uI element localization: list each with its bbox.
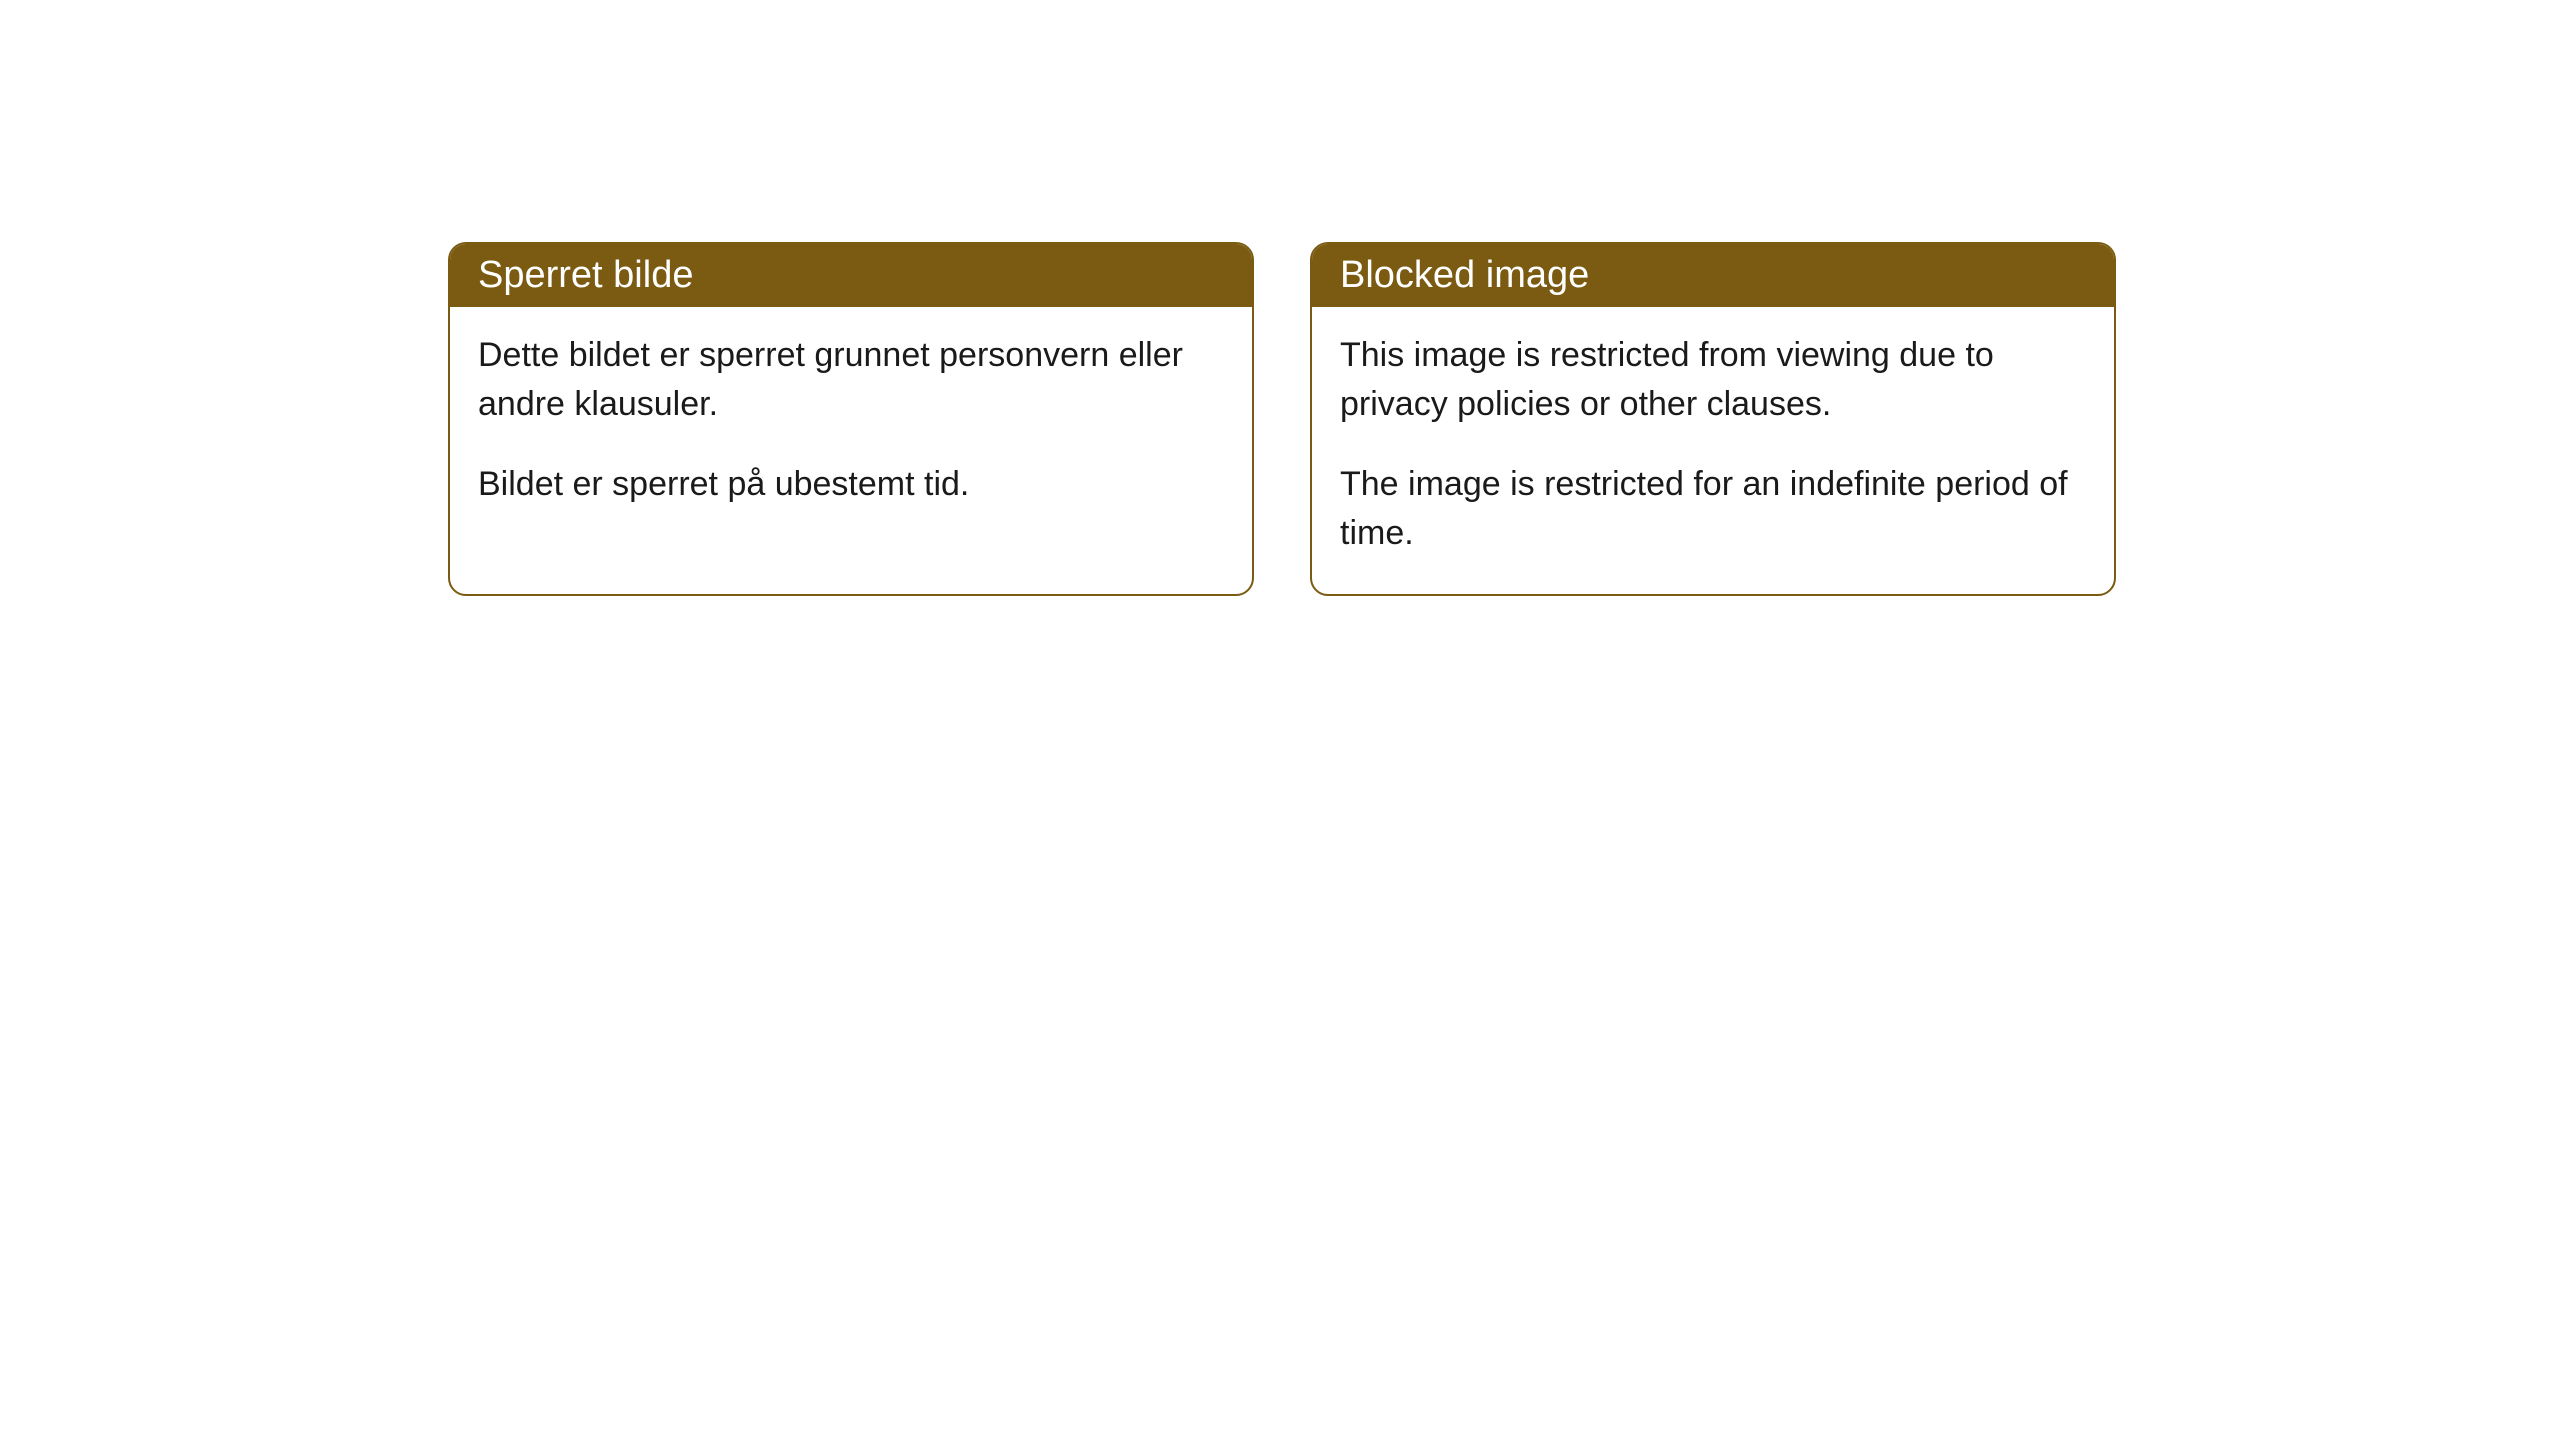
card-header: Blocked image — [1312, 244, 2114, 307]
card-paragraph: This image is restricted from viewing du… — [1340, 331, 2086, 430]
card-body: This image is restricted from viewing du… — [1312, 307, 2114, 594]
card-body: Dette bildet er sperret grunnet personve… — [450, 307, 1252, 545]
card-paragraph: Bildet er sperret på ubestemt tid. — [478, 460, 1224, 509]
notice-card-english: Blocked image This image is restricted f… — [1310, 242, 2116, 596]
card-title: Sperret bilde — [478, 254, 693, 296]
card-title: Blocked image — [1340, 254, 1589, 296]
card-paragraph: The image is restricted for an indefinit… — [1340, 460, 2086, 559]
notice-card-norwegian: Sperret bilde Dette bildet er sperret gr… — [448, 242, 1254, 596]
card-paragraph: Dette bildet er sperret grunnet personve… — [478, 331, 1224, 430]
notice-cards-container: Sperret bilde Dette bildet er sperret gr… — [448, 242, 2116, 596]
card-header: Sperret bilde — [450, 244, 1252, 307]
